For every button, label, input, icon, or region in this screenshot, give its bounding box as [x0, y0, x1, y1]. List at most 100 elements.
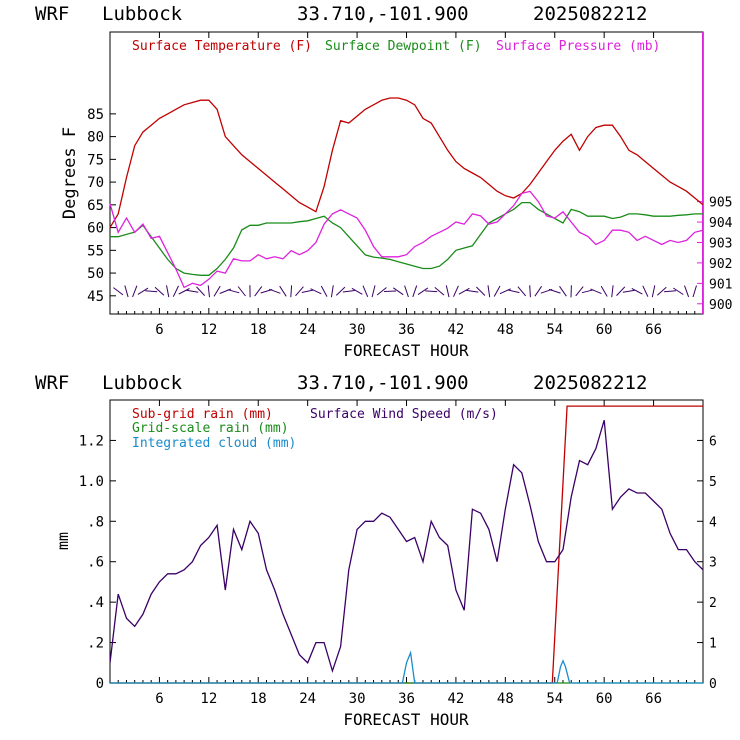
wind-barb — [631, 287, 643, 295]
chart-2-series — [109, 405, 704, 684]
x-tick-label: 60 — [596, 691, 613, 707]
wind-barb — [651, 285, 656, 298]
wind-barb — [330, 285, 334, 298]
y2-tick-label: 902 — [709, 257, 732, 272]
chart-1-wind-barbs — [113, 285, 697, 298]
wind-barb — [548, 288, 561, 294]
wind-barb — [196, 286, 206, 296]
x-tick-label: 6 — [155, 322, 163, 338]
y2-tick-label: 1 — [709, 637, 717, 652]
wind-barb — [113, 287, 124, 296]
series-line-integrated-cloud-mm — [110, 650, 703, 684]
wind-barb — [493, 285, 501, 297]
series-line-surface-pressure-mb — [109, 190, 704, 289]
wind-barb — [664, 290, 677, 293]
y2-tick-label: 4 — [709, 515, 717, 530]
wind-barb — [425, 290, 438, 293]
wind-barb — [362, 285, 369, 297]
wind-barb — [301, 289, 314, 293]
series-line-surface-dewpoint-f — [110, 201, 703, 276]
wind-barb — [213, 285, 221, 297]
wind-barb — [622, 289, 635, 293]
y2-tick-label: 900 — [709, 298, 732, 313]
wind-barb — [453, 285, 459, 297]
series-line-surface-wind-speed-m-s — [109, 420, 704, 674]
y-tick-label: 85 — [87, 107, 104, 123]
chart-2-x-axis: 6 12 18 24 30 36 42 48 54 60 66 — [117, 400, 696, 707]
wind-barb — [684, 285, 690, 298]
x-tick-label: 30 — [349, 322, 366, 338]
chart-1-right-axis-line — [702, 32, 703, 314]
y-tick-label: .6 — [87, 555, 104, 571]
x-tick-label: 36 — [398, 322, 415, 338]
chart-2-legend-wind-speed: Surface Wind Speed (m/s) — [310, 407, 498, 422]
chart-2-legend-integrated-cloud: Integrated cloud (mm) — [132, 436, 296, 451]
wind-barb — [575, 286, 584, 297]
chart-2-legend-gridscale-rain: Grid-scale rain (mm) — [132, 421, 289, 436]
wind-barb — [534, 286, 543, 297]
wind-barb — [559, 286, 567, 297]
wind-barb — [335, 286, 346, 296]
wind-barb — [124, 285, 129, 298]
x-tick-label: 24 — [299, 691, 316, 707]
wind-barb — [207, 285, 210, 298]
wind-barb — [290, 285, 293, 298]
wind-barb — [254, 286, 263, 297]
wind-barb — [590, 288, 602, 295]
series-line-surface-temperature-f — [109, 97, 704, 228]
y2-tick-label: 2 — [709, 596, 717, 611]
y-tick-label: .8 — [87, 514, 104, 530]
wind-barb — [673, 287, 684, 295]
wind-barb — [656, 286, 667, 296]
wind-barb — [507, 289, 520, 294]
wind-barb — [517, 286, 527, 297]
y-tick-label: 65 — [87, 198, 104, 214]
wind-barb — [692, 285, 697, 298]
y-tick-label: 80 — [87, 130, 104, 146]
chart-1-coords: 33.710,-101.900 — [297, 3, 469, 25]
x-tick-label: 60 — [596, 322, 613, 338]
wind-barb — [434, 287, 445, 296]
x-tick-label: 48 — [497, 691, 514, 707]
y2-tick-label: 905 — [709, 196, 732, 211]
y-tick-label: 55 — [87, 243, 104, 259]
wind-barb — [445, 285, 450, 298]
wind-barb — [476, 286, 486, 296]
chart-1-series — [109, 97, 704, 289]
wind-barb — [600, 285, 608, 297]
x-tick-label: 18 — [250, 691, 267, 707]
y-tick-label: 1.2 — [79, 433, 104, 449]
wind-barb — [310, 288, 322, 295]
chart-1-init-time: 2025082212 — [533, 3, 647, 25]
chart-1-plot-frame — [109, 31, 704, 315]
x-tick-label: 24 — [299, 322, 316, 338]
wind-barb — [237, 286, 246, 297]
wind-barb — [458, 287, 470, 295]
wind-barb — [529, 285, 531, 298]
wind-barb — [145, 290, 158, 293]
chart-2-ylabel: mm — [54, 532, 72, 550]
wind-barb — [279, 285, 287, 297]
wind-barb — [393, 287, 404, 296]
wind-barb — [268, 288, 281, 294]
wind-barb — [383, 290, 397, 292]
wind-barb — [342, 290, 355, 293]
wind-barb — [132, 285, 138, 298]
wind-barb — [154, 286, 165, 296]
x-tick-label: 12 — [200, 691, 217, 707]
y2-tick-label: 901 — [709, 277, 732, 292]
x-tick-label: 12 — [200, 322, 217, 338]
chart-2-y-axis-right: 0 1 2 3 4 5 6 — [697, 434, 717, 692]
wind-barb — [581, 289, 594, 294]
x-tick-label: 66 — [645, 691, 662, 707]
wind-barb — [376, 287, 387, 296]
x-tick-label: 30 — [349, 691, 366, 707]
y-tick-label: 70 — [87, 175, 104, 191]
wind-barb — [166, 285, 170, 298]
wind-barb — [499, 288, 512, 295]
x-tick-label: 42 — [447, 322, 464, 338]
y-tick-label: 75 — [87, 152, 104, 168]
chart-1-xlabel: FORECAST HOUR — [343, 341, 469, 360]
x-tick-label: 36 — [398, 691, 415, 707]
